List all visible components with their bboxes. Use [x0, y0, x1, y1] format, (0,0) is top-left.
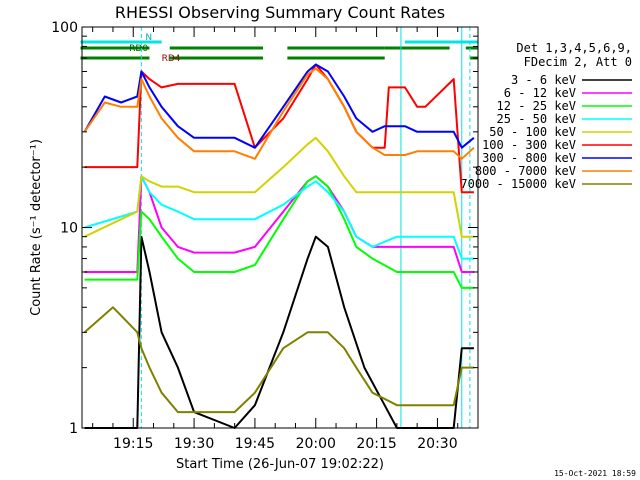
- series-line-5: [84, 136, 474, 238]
- legend-entry-label: 25 - 50 keV: [497, 112, 576, 126]
- y-tick-label: 10: [60, 221, 78, 237]
- vertical-markers: [140, 27, 471, 428]
- legend-header-line-2: FDecim 2, Att 0: [524, 55, 632, 69]
- flag-label: RD4: [162, 54, 181, 64]
- series-line-9: [83, 306, 474, 414]
- legend-header-line-1: Det 1,3,4,5,6,9,: [516, 41, 632, 55]
- x-tick-label: 20:00: [296, 436, 336, 452]
- legend-entry-label: 50 - 100 keV: [489, 125, 576, 139]
- legend: Det 1,3,4,5,6,9, FDecim 2, Att 0 3 - 6 k…: [460, 41, 632, 191]
- x-axis: 19:15 19:30 19:45 20:00 20:15 20:30: [92, 27, 479, 452]
- legend-entry-label: 100 - 300 keV: [482, 138, 576, 152]
- x-tick-label: 19:45: [235, 436, 275, 452]
- flag-label: N: [145, 33, 152, 43]
- series-line-6: [84, 63, 474, 194]
- legend-entry-label: 6 - 12 keV: [504, 86, 576, 100]
- flag-rd0: RD0: [80, 44, 478, 54]
- generated-timestamp: 15-Oct-2021 18:59: [554, 469, 636, 478]
- legend-entry-label: 7000 - 15000 keV: [460, 177, 576, 191]
- x-axis-label: Start Time (26-Jun-07 19:02:22): [176, 457, 384, 472]
- x-tick-label: 19:30: [174, 436, 214, 452]
- series-line-1: [84, 235, 474, 429]
- series-line-7: [83, 63, 475, 149]
- x-tick-label: 20:30: [417, 436, 457, 452]
- flag-label: RD0: [129, 44, 148, 54]
- series-layer: [83, 63, 475, 429]
- series-line-3: [84, 175, 474, 289]
- y-tick-label: 1: [69, 421, 78, 437]
- y-axis-label: Count Rate (s⁻¹ detector⁻¹): [29, 139, 44, 316]
- y-axis: 1 10 100: [51, 20, 478, 437]
- legend-entry-label: 800 - 7000 keV: [475, 164, 576, 178]
- series-line-4: [84, 175, 474, 260]
- y-tick-label: 100: [51, 20, 78, 36]
- series-line-8: [83, 67, 475, 160]
- x-tick-label: 20:15: [356, 436, 396, 452]
- legend-entry-label: 300 - 800 keV: [482, 151, 576, 165]
- flag-rd4: RD4: [80, 54, 478, 64]
- legend-entry-label: 12 - 25 keV: [497, 99, 576, 113]
- x-tick-label: 19:15: [113, 436, 153, 452]
- chart-title: RHESSI Observing Summary Count Rates: [115, 3, 445, 22]
- flag-n: N: [80, 33, 478, 44]
- legend-entry-label: 3 - 6 keV: [511, 73, 576, 87]
